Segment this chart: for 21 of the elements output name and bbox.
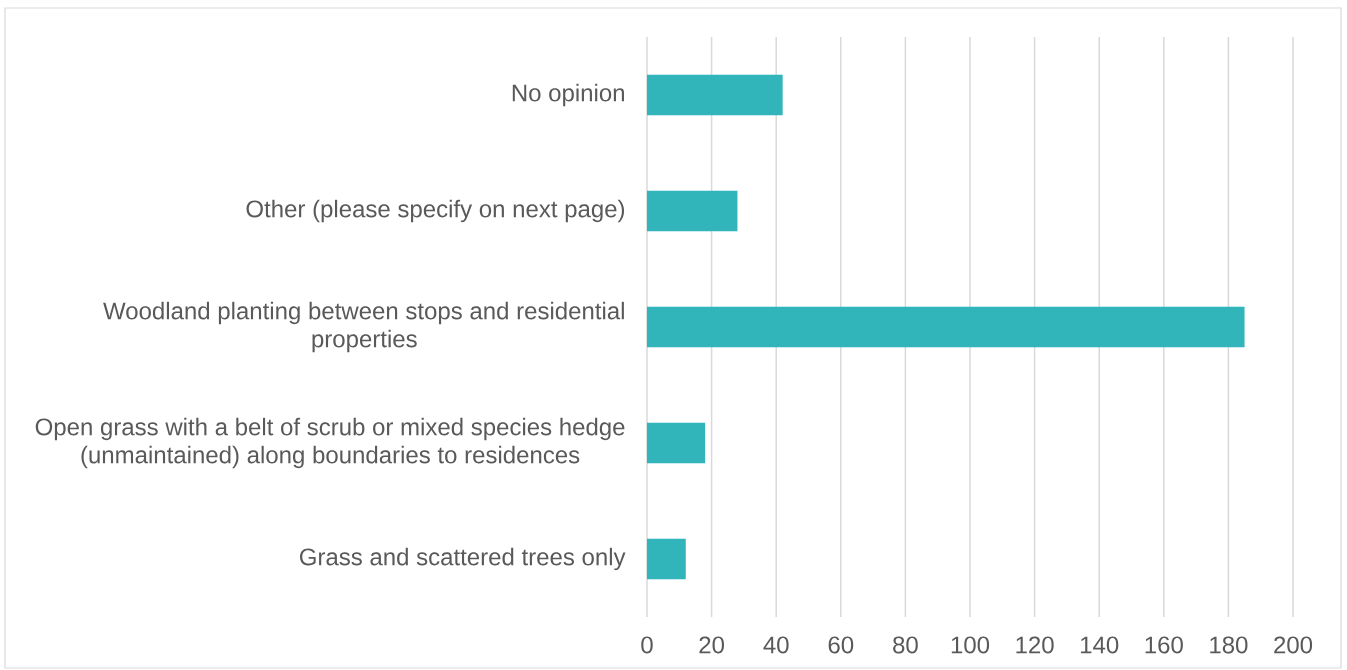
y-tick-label: Open grass with a belt of scrub or mixed species hedge (unmaintained) along boundaries to residences <box>35 417 625 469</box>
x-tick-label: 120 <box>1016 636 1054 654</box>
bar <box>647 306 1245 348</box>
x-tick-label: 100 <box>951 636 990 654</box>
bar <box>647 538 686 580</box>
x-tick-label: 0 <box>641 636 653 654</box>
x-tick-label: 40 <box>763 636 789 654</box>
x-tick-label: 180 <box>1210 636 1248 654</box>
y-tick-label: No opinion <box>512 83 624 107</box>
x-tick-label: 200 <box>1274 636 1313 654</box>
y-tick-label: Other (please specify on next page) <box>246 199 625 223</box>
y-tick-label: Woodland planting between stops and residential properties <box>103 301 624 353</box>
bar <box>647 190 738 232</box>
x-tick-label: 140 <box>1081 636 1119 654</box>
bar <box>647 74 783 116</box>
x-tick-label: 60 <box>828 636 854 654</box>
x-tick-label: 20 <box>699 636 724 654</box>
x-tick-label: 80 <box>893 636 918 654</box>
x-tick-label: 160 <box>1145 636 1183 654</box>
y-tick-label: Grass and scattered trees only <box>299 547 626 571</box>
bar <box>647 422 706 464</box>
